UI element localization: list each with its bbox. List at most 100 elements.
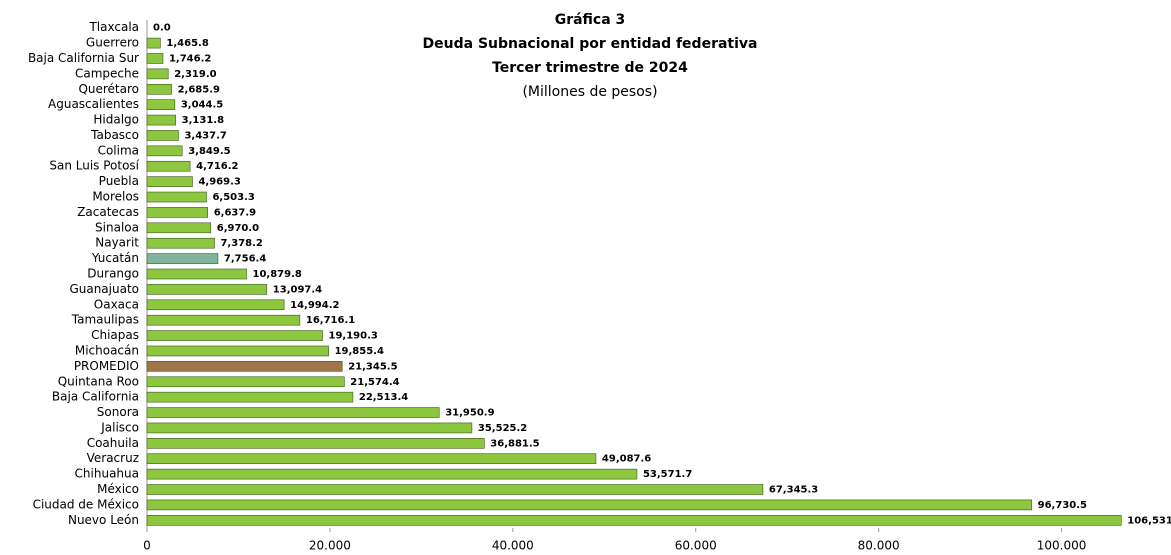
x-tick-label: 0 [143, 539, 151, 553]
bar [146, 314, 301, 326]
data-label: 67,345.3 [769, 485, 818, 496]
bar [146, 53, 164, 64]
bar [146, 468, 638, 480]
data-label: 16,716.1 [306, 315, 355, 326]
bar [146, 376, 345, 388]
data-label: 6,637.9 [214, 207, 256, 218]
bar [146, 407, 440, 418]
y-tick-label: Sonora [97, 405, 139, 419]
data-label: 2,319.0 [174, 69, 216, 80]
y-tick-label: Coahuila [87, 436, 139, 450]
y-tick-label: San Luis Potosí [49, 159, 139, 173]
data-label: 21,345.5 [348, 361, 397, 372]
y-tick-label: Tamaulipas [71, 313, 139, 327]
chart-title: Gráfica 3 [555, 12, 626, 28]
y-tick-label: Chiapas [91, 328, 139, 342]
y-tick-label: Ciudad de México [33, 497, 139, 511]
data-label: 7,756.4 [224, 254, 266, 265]
data-label: 49,087.6 [602, 454, 651, 465]
y-tick-label: Tlaxcala [88, 20, 139, 34]
data-label: 19,855.4 [335, 346, 384, 357]
data-label: 19,190.3 [329, 331, 378, 342]
y-tick-label: Chihuahua [75, 467, 139, 481]
data-label: 6,503.3 [212, 192, 254, 203]
bar [146, 422, 473, 434]
data-label: 35,525.2 [478, 423, 527, 434]
data-label: 1,746.2 [169, 53, 211, 64]
data-label: 21,574.4 [350, 377, 399, 388]
y-tick-label: Michoacán [75, 343, 139, 357]
y-tick-label: Veracruz [87, 451, 139, 465]
data-label: 1,465.8 [166, 38, 208, 49]
y-tick-label: Guanajuato [69, 282, 139, 296]
x-tick-label: 20.000 [309, 539, 351, 553]
data-label: 3,044.5 [181, 100, 223, 111]
x-tick-label: 40.000 [492, 539, 534, 553]
data-label: 0.0 [153, 23, 171, 34]
bar [146, 345, 329, 357]
y-tick-label: Morelos [92, 190, 139, 204]
y-tick-label: Colima [98, 143, 139, 157]
y-tick-label: Sinaloa [95, 220, 139, 234]
y-tick-label: Hidalgo [93, 113, 139, 127]
bar [146, 207, 209, 218]
data-label: 6,970.0 [217, 223, 259, 234]
y-tick-label: Guerrero [86, 36, 139, 50]
bar [146, 130, 179, 141]
y-tick-label: Jalisco [100, 420, 139, 434]
bar [146, 145, 183, 157]
data-label: 106,531.3 [1127, 515, 1171, 526]
y-tick-label: Nuevo León [68, 513, 139, 527]
bar [146, 361, 343, 372]
chart-subtitle: Deuda Subnacional por entidad federativa [423, 36, 758, 52]
x-tick-label: 80.000 [858, 539, 900, 553]
bar [146, 499, 1032, 511]
y-tick-label: Baja California [52, 390, 139, 404]
data-label: 4,969.3 [198, 177, 240, 188]
data-label: 3,131.8 [182, 115, 224, 126]
bar [146, 237, 215, 249]
y-tick-label: México [97, 482, 139, 496]
y-tick-label: PROMEDIO [74, 359, 139, 373]
data-label: 14,994.2 [290, 300, 339, 311]
y-tick-label: Oaxaca [94, 297, 139, 311]
data-label: 3,849.5 [188, 146, 230, 157]
y-tick-label: Baja California Sur [28, 51, 139, 65]
y-tick-label: Nayarit [95, 236, 139, 250]
bar [146, 160, 191, 172]
chart-subtitle: Tercer trimestre de 2024 [492, 60, 688, 76]
bar [146, 330, 323, 341]
y-tick-label: Tabasco [90, 128, 139, 142]
y-tick-label: Querétaro [78, 82, 139, 96]
data-label: 31,950.9 [445, 408, 494, 419]
bar [146, 99, 176, 110]
data-label: 53,571.7 [643, 469, 692, 480]
y-tick-label: Zacatecas [77, 205, 139, 219]
y-tick-label: Campeche [75, 66, 139, 80]
data-label: 2,685.9 [178, 84, 220, 95]
data-label: 22,513.4 [359, 392, 408, 403]
bar [146, 191, 207, 203]
bar [146, 222, 212, 234]
x-tick-label: 60.000 [675, 539, 717, 553]
bar [146, 515, 1122, 526]
y-tick-label: Durango [87, 267, 139, 281]
bar [146, 453, 597, 465]
y-tick-label: Puebla [99, 174, 139, 188]
bar [146, 391, 354, 403]
data-label: 10,879.8 [253, 269, 302, 280]
data-label: 4,716.2 [196, 161, 238, 172]
data-label: 7,378.2 [220, 238, 262, 249]
bar [146, 438, 485, 449]
bar [146, 176, 193, 187]
y-tick-label: Yucatán [91, 251, 139, 265]
chart-units: (Millones de pesos) [522, 84, 657, 100]
bar [146, 268, 247, 280]
data-label: 36,881.5 [490, 438, 539, 449]
bar [146, 299, 285, 311]
bar [146, 484, 764, 495]
bar [146, 253, 219, 264]
bar [146, 83, 172, 95]
x-tick-label: 100.000 [1037, 539, 1087, 553]
